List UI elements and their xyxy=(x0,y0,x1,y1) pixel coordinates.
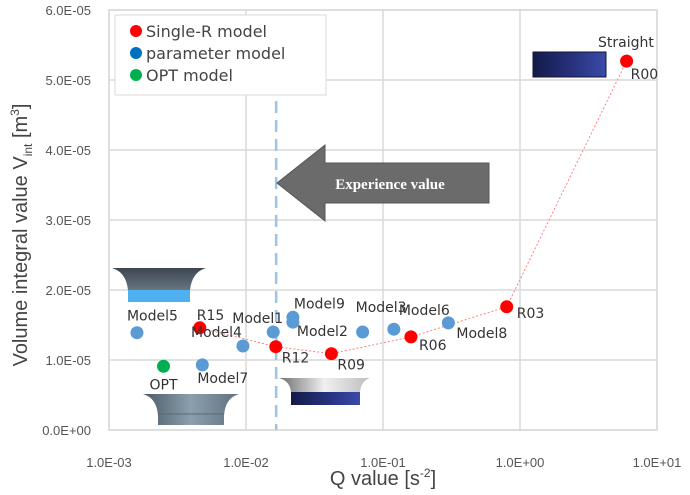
data-point-model8 xyxy=(441,316,455,330)
legend-label-0: Single-R model xyxy=(146,22,267,41)
data-point-model2 xyxy=(286,315,300,329)
data-point-r12 xyxy=(269,340,283,354)
data-label-r09: R09 xyxy=(337,358,365,374)
nozzle-image-r09 xyxy=(279,378,370,405)
x-tick-label: 1.0E+01 xyxy=(633,455,682,470)
data-label-model1: Model1 xyxy=(232,311,283,327)
y-tick-label: 5.0E-05 xyxy=(45,73,91,88)
series-line-single-r-model xyxy=(199,60,628,355)
data-label-model2: Model2 xyxy=(297,324,348,340)
legend-marker-1 xyxy=(130,47,142,59)
data-label-model8: Model8 xyxy=(456,326,507,342)
legend: Single-R model parameter model OPT model xyxy=(114,14,327,96)
data-point-r15 xyxy=(193,321,207,335)
data-label-r00: R00 xyxy=(631,67,659,83)
data-point-model4 xyxy=(236,339,250,353)
y-tick-label: 0.0E+00 xyxy=(42,423,91,438)
data-label-model7: Model7 xyxy=(197,371,248,387)
nozzle-images xyxy=(112,51,607,425)
data-point-model5 xyxy=(130,326,144,340)
data-label-opt: OPT xyxy=(150,377,178,393)
data-point-r00 xyxy=(620,54,634,68)
data-label-r15: R15 xyxy=(197,308,225,324)
legend-marker-0 xyxy=(130,25,142,37)
grid-lines xyxy=(108,9,658,431)
y-tick-label: 2.0E-05 xyxy=(45,283,91,298)
data-label-r06: R06 xyxy=(419,338,447,354)
data-label-model9: Model9 xyxy=(294,296,345,312)
x-tick-label: 1.0E-02 xyxy=(223,455,269,470)
data-label-r03: R03 xyxy=(517,306,545,322)
legend-label-2: OPT model xyxy=(146,66,233,85)
legend-label-1: parameter model xyxy=(146,44,285,63)
straight-label: Straight xyxy=(598,35,654,51)
y-tick-label: 4.0E-05 xyxy=(45,143,91,158)
x-tick-label: 1.0E+00 xyxy=(496,455,545,470)
data-point-opt xyxy=(157,359,171,373)
x-axis-title: Q value [s-2] xyxy=(330,466,436,490)
x-tick-label: 1.0E-01 xyxy=(360,455,406,470)
data-point-r09 xyxy=(324,347,338,361)
data-label-model3: Model3 xyxy=(356,300,407,316)
data-label-model6: Model6 xyxy=(399,303,450,319)
data-point-r06 xyxy=(404,330,418,344)
experience-value-text: Experience value xyxy=(335,177,445,193)
data-point-model6 xyxy=(387,322,401,336)
straight-pipe-image xyxy=(532,51,607,78)
y-tick-label: 6.0E-05 xyxy=(45,3,91,18)
data-point-model3 xyxy=(356,325,370,339)
data-point-r03 xyxy=(500,300,514,314)
data-label-model4: Model4 xyxy=(191,325,242,341)
nozzle-image-r15 xyxy=(112,268,206,302)
x-tick-label: 1.0E-03 xyxy=(86,455,132,470)
nozzle-image-opt xyxy=(143,394,239,425)
y-axis-title: Volume integral value Vint [m3] xyxy=(8,104,35,367)
y-tick-label: 3.0E-05 xyxy=(45,213,91,228)
legend-marker-2 xyxy=(130,69,142,81)
experience-value-arrow: Experience value xyxy=(276,143,490,223)
data-point-model1 xyxy=(266,325,280,339)
data-label-r12: R12 xyxy=(282,351,310,367)
data-label-model5: Model5 xyxy=(127,309,178,325)
y-tick-label: 1.0E-05 xyxy=(45,353,91,368)
data-point-model7 xyxy=(195,358,209,372)
